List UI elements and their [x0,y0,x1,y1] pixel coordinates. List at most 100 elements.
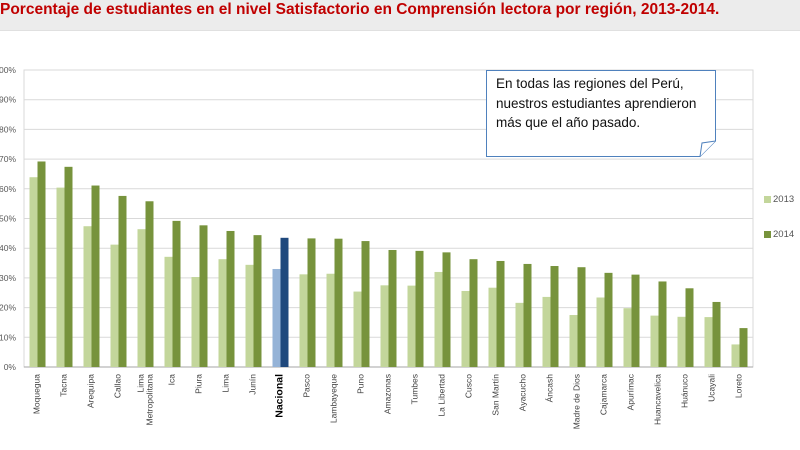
x-tick-label: Loreto [734,374,744,398]
bar-2013 [677,316,686,367]
bar-2014 [361,241,370,367]
bar-2013 [461,290,470,367]
bar-2014 [172,220,181,367]
bar-2013 [704,317,713,367]
y-tick-label: 80% [0,124,16,134]
bar-2014 [739,328,748,367]
y-tick-label: 70% [0,154,16,164]
x-tick-label: Pasco [302,374,312,398]
legend-item-2013: 2013 [764,194,794,208]
bar-2013 [137,229,146,367]
x-tick-label: Lima [221,374,231,393]
x-tick-label: Amazonas [383,374,393,414]
bar-2014 [91,185,100,367]
bar-2013 [56,187,65,367]
bar-2014 [145,201,154,367]
legend-item-2014: 2014 [764,229,794,243]
bar-2013 [299,274,308,367]
y-tick-label: 10% [0,332,16,342]
x-tick-label: Huancavelica [653,374,663,425]
bar-2014 [496,260,505,367]
x-tick-label: La Libertad [437,374,447,417]
bar-2013 [353,291,362,367]
x-tick-label: Áncash [545,374,555,403]
callout-note: En todas las regiones del Perú, nuestros… [486,70,716,157]
x-tick-label: Apurímac [626,373,636,410]
callout-text: En todas las regiones del Perú, nuestros… [496,76,697,130]
legend-label-2013: 2013 [773,194,795,205]
y-tick-label: 30% [0,273,16,283]
bar-2014 [685,288,694,367]
bar-2014 [334,238,343,367]
y-tick-label: 40% [0,243,16,253]
bar-2014 [523,263,532,367]
y-tick-label: 100% [0,65,16,75]
x-tick-label: Cusco [464,374,474,398]
x-tick-label: Cajamarca [599,374,609,415]
bar-2013 [29,177,38,367]
callout-shape [486,70,716,157]
x-tick-label: Nacional [274,374,286,418]
bar-2014 [199,225,208,367]
x-tick-label: Callao [113,374,123,398]
x-tick-label: Moquegua [32,374,42,414]
x-tick-label: Piura [194,374,204,394]
bar-2013 [164,256,173,367]
bar-2014 [388,249,397,367]
x-tick-label: Madre de Dios [572,374,582,429]
legend-label-2014: 2014 [773,229,795,240]
bar-2014 [37,161,46,367]
bar-2013 [83,226,92,367]
bar-2013 [434,271,443,367]
y-tick-label: 0% [4,362,17,372]
title-bar [0,0,800,31]
bar-2013 [731,344,740,367]
bar-2014 [307,238,316,367]
x-tick-label: Ucayali [707,374,717,402]
bar-2014 [658,281,667,367]
bar-2013 [407,285,416,367]
bar-2014 [469,259,478,367]
bar-2013 [380,285,389,367]
y-tick-label: 90% [0,95,16,105]
bar-2014 [631,274,640,367]
legend-swatch-2013 [764,195,771,203]
bar-2014 [253,235,262,367]
x-tick-label: Ayacucho [518,374,528,411]
bar-2014 [604,272,613,367]
bar-2014 [577,267,586,367]
bar-2014 [226,230,235,367]
bar-2013 [191,277,200,367]
x-tick-label: Tumbes [410,374,420,404]
bar-2013 [110,244,119,367]
bar-2013 [515,302,524,367]
bar-2013 [650,315,659,367]
x-tick-label: Arequipa [86,374,96,408]
chart-title: Porcentaje de estudiantes en el nivel Sa… [0,1,720,18]
x-tick-label: Puno [356,374,366,394]
y-tick-label: 20% [0,303,16,313]
y-tick-label: 60% [0,184,16,194]
bar-2013 [245,264,254,367]
bar-2014 [280,237,289,367]
bar-2014 [64,166,73,367]
bar-2014 [118,195,127,367]
bar-2013 [542,296,551,367]
bar-2014 [415,250,424,367]
x-tick-label: San Martín [491,374,501,416]
legend-swatch-2014 [764,230,771,238]
bar-2013 [596,297,605,367]
x-tick-label: Junín [248,374,258,395]
bar-2013 [623,308,632,367]
bar-2013 [218,259,227,367]
y-tick-label: 50% [0,214,16,224]
x-tick-label: LimaMetropolitana [136,374,155,426]
bar-2014 [550,266,559,367]
bar-2013 [326,273,335,367]
x-tick-label: Tacna [59,374,69,397]
x-tick-label: Lambayeque [329,374,339,423]
x-tick-label: Huánuco [680,374,690,408]
bar-2013 [488,287,497,367]
bar-2014 [712,301,721,367]
